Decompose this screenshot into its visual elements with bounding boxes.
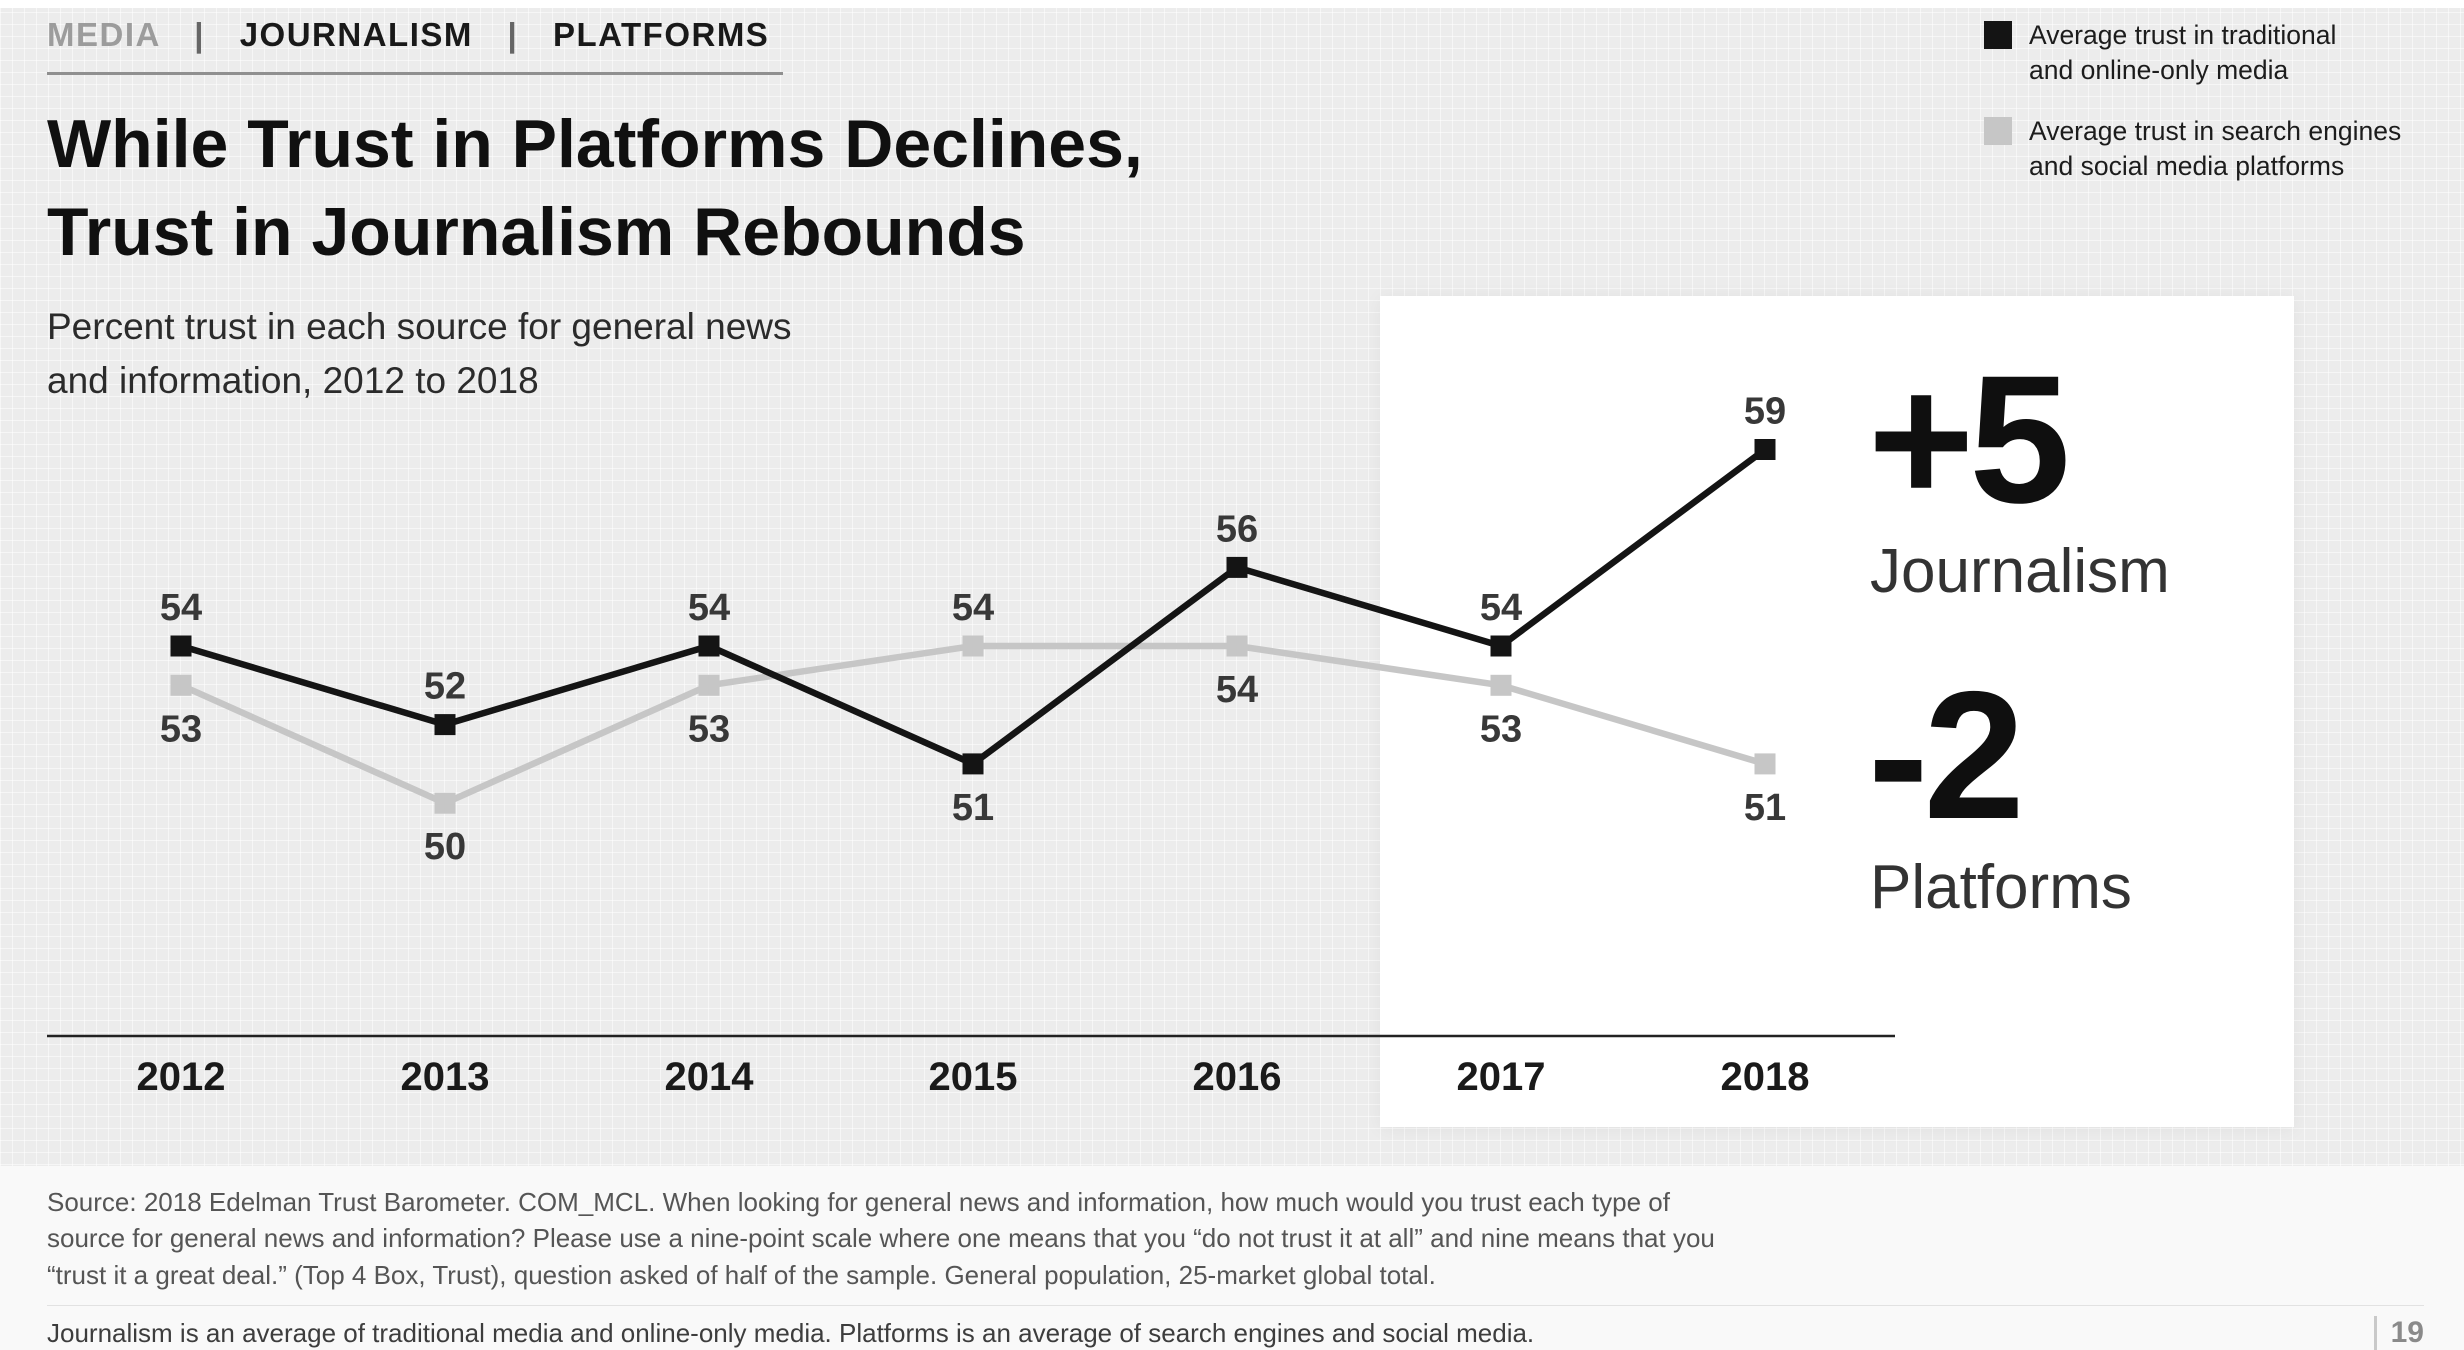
journalism-delta-value: +5 bbox=[1868, 337, 2071, 541]
svg-text:51: 51 bbox=[952, 787, 994, 829]
svg-text:2015: 2015 bbox=[929, 1055, 1018, 1099]
nav-item-journalism: JOURNALISM bbox=[239, 16, 473, 53]
svg-text:53: 53 bbox=[688, 708, 730, 750]
journalism-series-swatch-icon bbox=[1984, 21, 2012, 49]
svg-text:54: 54 bbox=[1216, 669, 1258, 711]
svg-text:2013: 2013 bbox=[401, 1055, 490, 1099]
footer: Source: 2018 Edelman Trust Barometer. CO… bbox=[0, 1166, 2464, 1350]
nav-separator: | bbox=[507, 16, 519, 53]
nav-item-platforms: PLATFORMS bbox=[552, 16, 770, 53]
source-text: Source: 2018 Edelman Trust Barometer. CO… bbox=[47, 1187, 1715, 1290]
legend-item-platforms: Average trust in search engines and soci… bbox=[1984, 114, 2401, 184]
page-number-divider bbox=[2373, 1316, 2377, 1350]
nav-separator: | bbox=[194, 16, 206, 53]
svg-text:54: 54 bbox=[688, 587, 730, 629]
page-title: While Trust in Platforms Declines, Trust… bbox=[47, 100, 1143, 277]
platforms-series-swatch-icon bbox=[1984, 116, 2012, 145]
svg-text:2012: 2012 bbox=[137, 1055, 226, 1099]
title-line-2: Trust in Journalism Rebounds bbox=[47, 194, 1026, 271]
breadcrumb: MEDIA | JOURNALISM | PLATFORMS bbox=[47, 16, 783, 75]
svg-text:54: 54 bbox=[952, 587, 994, 629]
title-line-1: While Trust in Platforms Declines, bbox=[47, 106, 1143, 182]
legend-item-journalism: Average trust in traditional and online-… bbox=[1984, 18, 2401, 88]
footnote: Journalism is an average of traditional … bbox=[47, 1317, 1535, 1348]
svg-text:56: 56 bbox=[1216, 508, 1258, 550]
legend-item-journalism-label: Average trust in traditional and online-… bbox=[2029, 20, 2337, 85]
page-number: 19 bbox=[2390, 1316, 2424, 1350]
delta-annotation: +5 Journalism -2 Platforms bbox=[1868, 348, 2170, 980]
svg-text:2014: 2014 bbox=[665, 1055, 755, 1099]
platforms-delta-label: Platforms bbox=[1870, 853, 2132, 923]
svg-text:54: 54 bbox=[160, 587, 202, 629]
chart-subtitle: Percent trust in each source for general… bbox=[47, 306, 792, 401]
chart-legend: Average trust in traditional and online-… bbox=[1984, 18, 2401, 210]
svg-text:50: 50 bbox=[424, 826, 466, 868]
platforms-delta-value: -2 bbox=[1868, 653, 2025, 858]
nav-item-media: MEDIA bbox=[47, 16, 160, 53]
svg-text:53: 53 bbox=[160, 708, 202, 750]
journalism-delta-label: Journalism bbox=[1870, 537, 2170, 606]
footnote-row: Journalism is an average of traditional … bbox=[47, 1305, 2424, 1350]
svg-text:52: 52 bbox=[424, 666, 466, 708]
legend-item-platforms-label: Average trust in search engines and soci… bbox=[2029, 115, 2402, 181]
svg-text:2016: 2016 bbox=[1193, 1055, 1282, 1099]
